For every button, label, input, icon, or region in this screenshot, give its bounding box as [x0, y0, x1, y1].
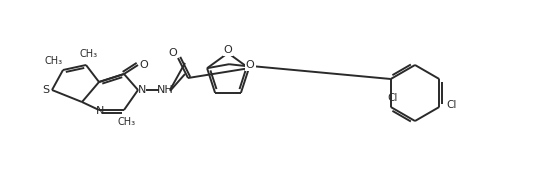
Text: Cl: Cl — [387, 93, 398, 103]
Text: NH: NH — [156, 85, 173, 95]
Text: O: O — [168, 48, 177, 58]
Text: N: N — [138, 85, 146, 95]
Text: N: N — [96, 106, 104, 116]
Text: CH₃: CH₃ — [118, 117, 136, 127]
Text: O: O — [246, 60, 255, 70]
Text: S: S — [43, 85, 50, 95]
Text: Cl: Cl — [446, 100, 456, 110]
Text: O: O — [140, 60, 148, 70]
Text: O: O — [223, 45, 232, 55]
Text: CH₃: CH₃ — [80, 49, 98, 59]
Text: CH₃: CH₃ — [45, 56, 63, 66]
